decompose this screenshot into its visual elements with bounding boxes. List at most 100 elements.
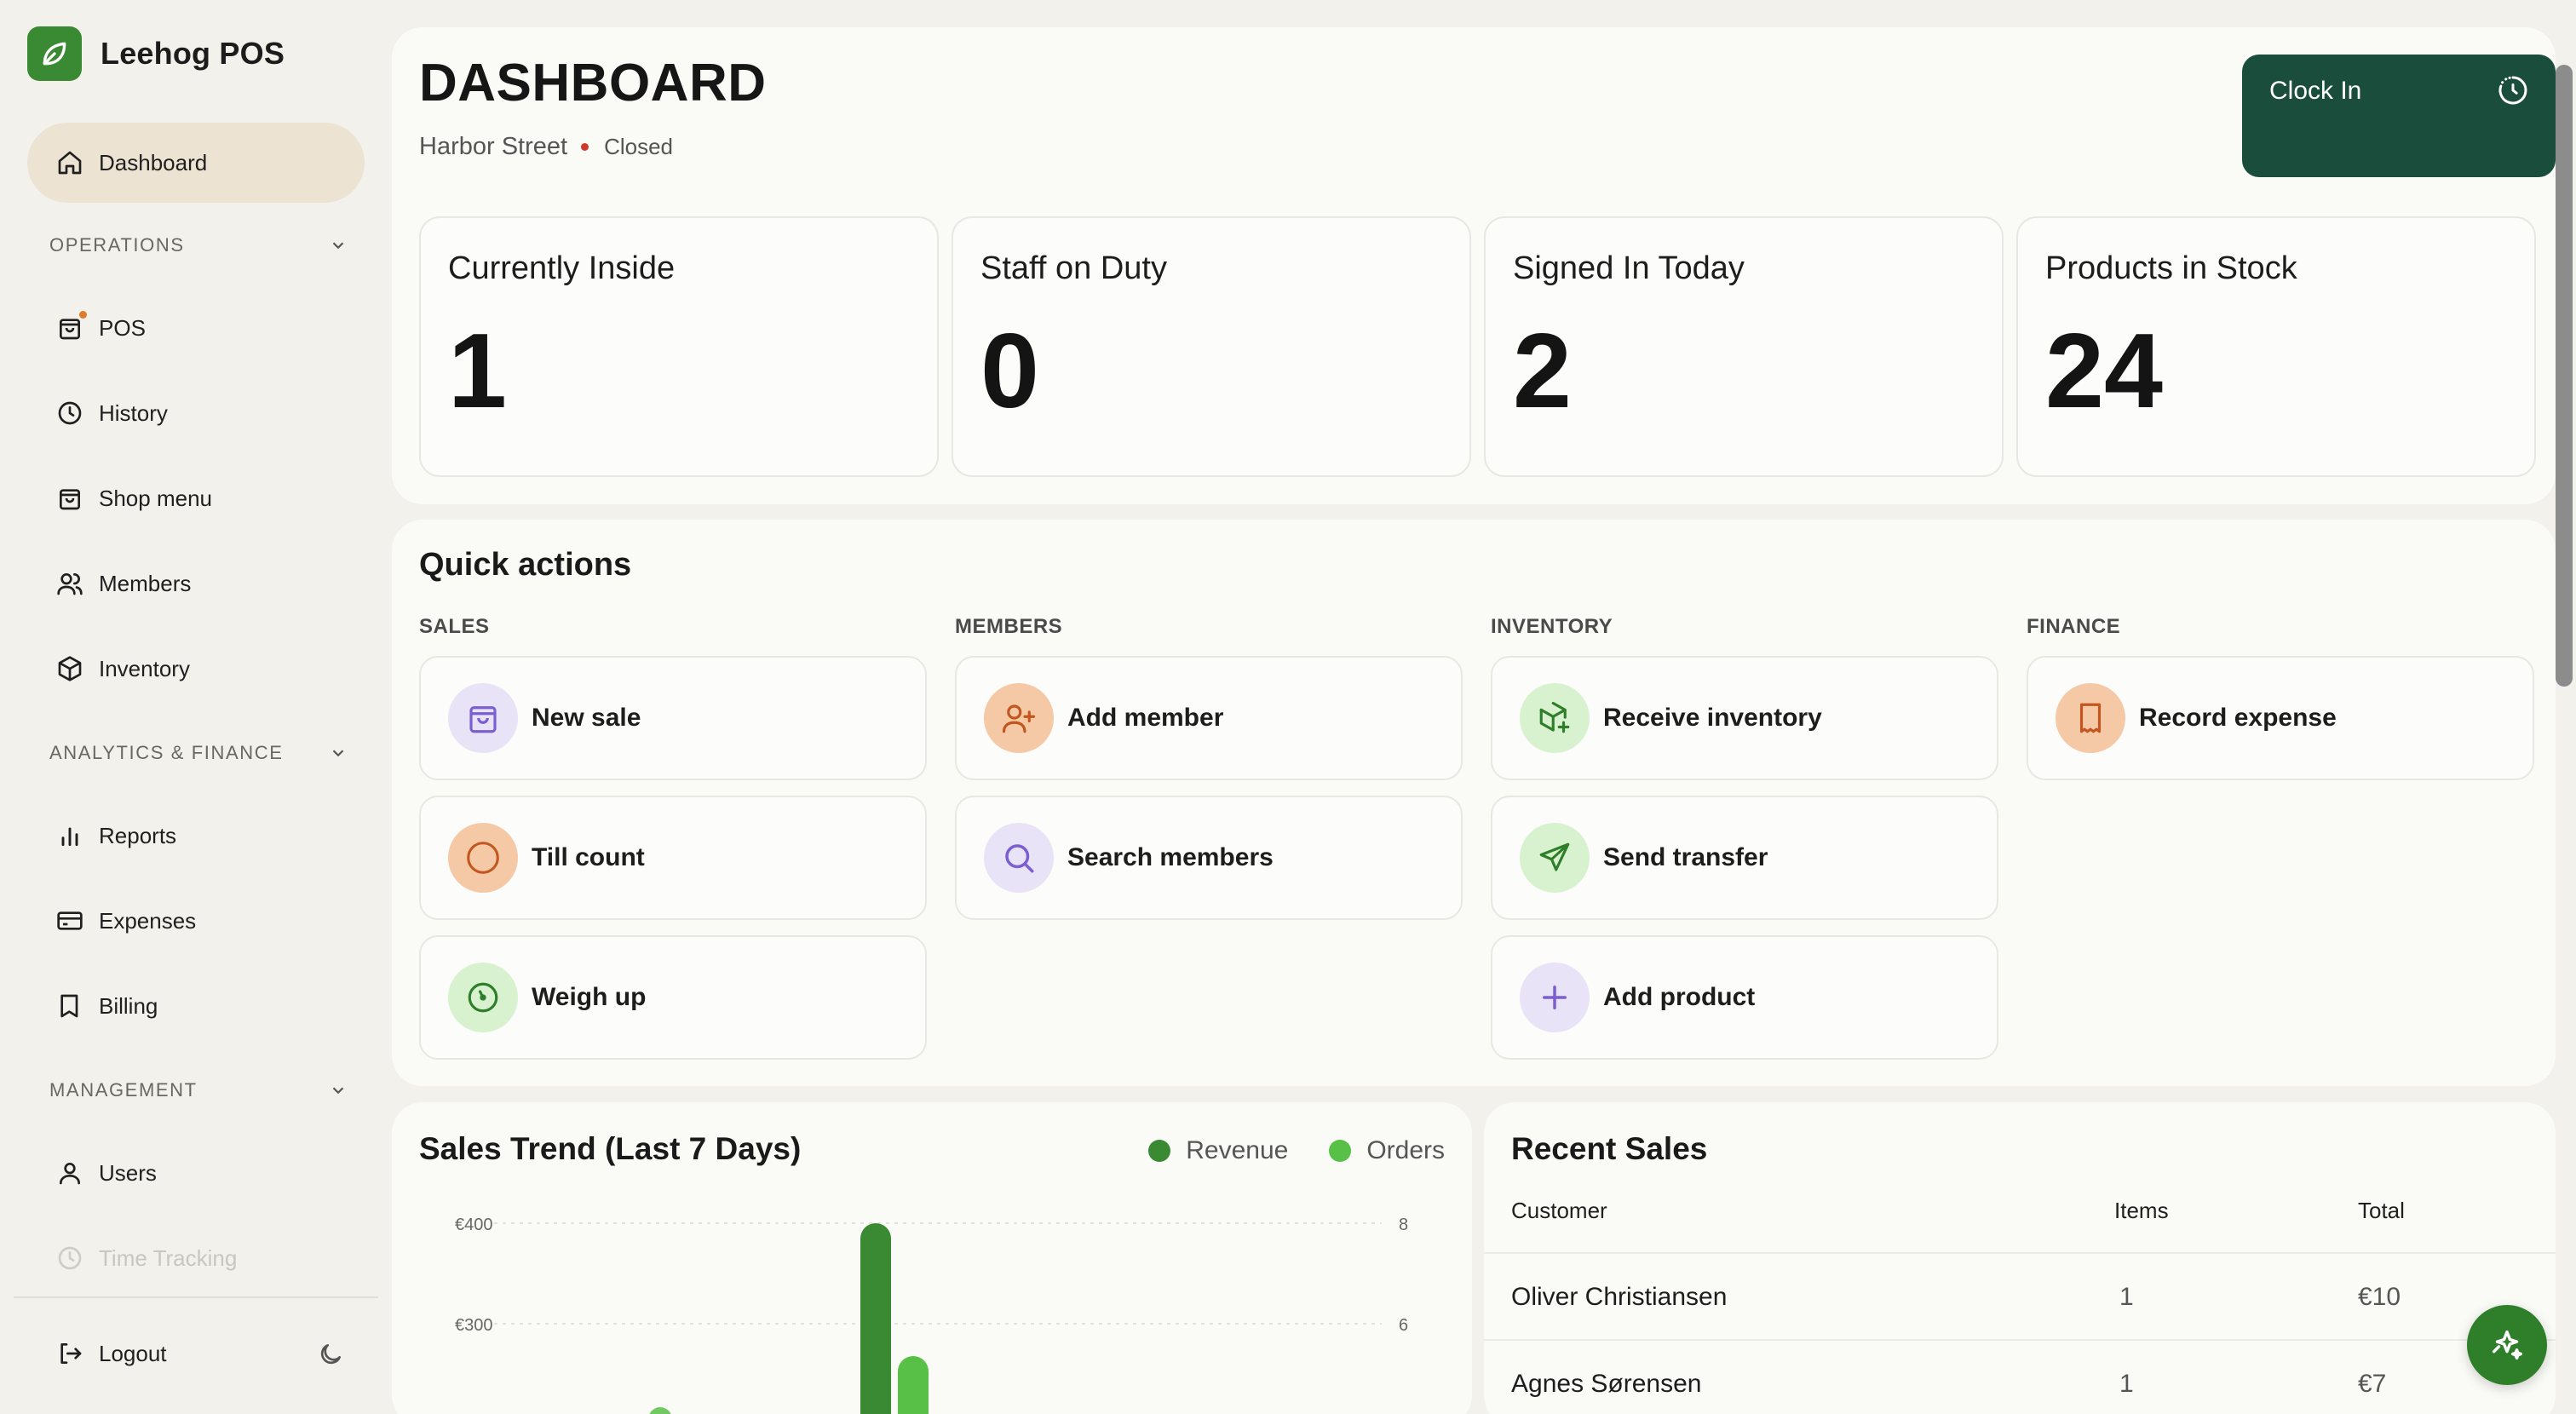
section-analytics-finance[interactable]: ANALYTICS & FINANCE: [49, 736, 348, 770]
sidebar-item-users[interactable]: Users: [27, 1133, 365, 1213]
credit-card-icon: [56, 907, 83, 934]
section-label: MANAGEMENT: [49, 1079, 198, 1101]
logout-button[interactable]: Logout: [27, 1313, 351, 1394]
stat-card-products-in-stock: Products in Stock 24: [2016, 216, 2536, 477]
button-label: New sale: [532, 704, 641, 732]
plus-icon: [1520, 963, 1590, 1032]
legend-item-revenue[interactable]: Revenue: [1148, 1136, 1288, 1165]
legend-label: Revenue: [1186, 1136, 1289, 1164]
stat-value: 24: [2045, 313, 2163, 430]
stat-value: 2: [1513, 313, 1572, 430]
moon-icon[interactable]: [317, 1341, 344, 1368]
brand-name: Leehog POS: [101, 36, 285, 71]
recent-sales-title: Recent Sales: [1511, 1131, 1708, 1166]
add-product-button[interactable]: Add product: [1491, 935, 1998, 1060]
row-divider: [1484, 1252, 2556, 1254]
sidebar-item-time-tracking[interactable]: Time Tracking: [27, 1218, 365, 1298]
send-transfer-button[interactable]: Send transfer: [1491, 796, 1998, 920]
sidebar-item-label: Members: [99, 570, 192, 596]
column-head-sales: SALES: [419, 615, 490, 638]
quick-actions: Quick actions SALES MEMBERS INVENTORY FI…: [392, 520, 2556, 1086]
brand[interactable]: Leehog POS: [27, 26, 285, 82]
logout-icon: [56, 1340, 83, 1367]
bag-icon: [448, 683, 518, 753]
till-count-button[interactable]: Till count: [419, 796, 927, 920]
sidebar-item-billing[interactable]: Billing: [27, 966, 365, 1046]
button-label: Add member: [1067, 704, 1224, 732]
chevron-down-icon: [329, 1081, 348, 1100]
bag-icon: [56, 485, 83, 512]
sidebar-item-members[interactable]: Members: [27, 543, 365, 624]
notification-dot: [79, 311, 87, 319]
column-head-finance: FINANCE: [2027, 615, 2121, 638]
column-header-items: Items: [2114, 1198, 2169, 1223]
column-head-inventory: INVENTORY: [1491, 615, 1613, 638]
button-label: Add product: [1603, 983, 1756, 1011]
legend-item-orders[interactable]: Orders: [1329, 1136, 1445, 1165]
stat-label: Signed In Today: [1513, 250, 1745, 286]
y-tick-left: €300: [455, 1316, 493, 1335]
sidebar-item-label: Dashboard: [99, 149, 208, 175]
button-label: Weigh up: [532, 983, 647, 1011]
sidebar-item-expenses[interactable]: Expenses: [27, 881, 365, 961]
clock-icon: [56, 1244, 83, 1272]
sidebar-item-shop-menu[interactable]: Shop menu: [27, 458, 365, 538]
sidebar-divider: [14, 1296, 378, 1298]
sidebar-item-pos[interactable]: POS: [27, 288, 365, 368]
stat-value: 1: [448, 313, 507, 430]
cell-total: €7: [2358, 1370, 2387, 1398]
page-scrollbar[interactable]: [2556, 65, 2573, 687]
sidebar-item-inventory[interactable]: Inventory: [27, 629, 365, 709]
cell-customer: Agnes Sørensen: [1511, 1370, 1702, 1398]
send-icon: [1520, 823, 1590, 893]
add-member-button[interactable]: Add member: [955, 656, 1463, 780]
leaf-icon: [27, 26, 82, 81]
users-icon: [56, 570, 83, 597]
package-plus-icon: [1520, 683, 1590, 753]
column-header-total: Total: [2358, 1198, 2405, 1223]
y-tick-right: 8: [1399, 1216, 1408, 1234]
home-icon: [56, 149, 83, 176]
receive-inventory-button[interactable]: Receive inventory: [1491, 656, 1998, 780]
weigh-up-button[interactable]: Weigh up: [419, 935, 927, 1060]
new-sale-button[interactable]: New sale: [419, 656, 927, 780]
stat-label: Staff on Duty: [980, 250, 1167, 286]
bar-chart-icon: [56, 822, 83, 849]
stat-label: Products in Stock: [2045, 250, 2297, 286]
location-status: Harbor Street Closed: [419, 133, 673, 161]
clock-in-button[interactable]: Clock In: [2242, 55, 2556, 177]
circle-icon: [448, 823, 518, 893]
gauge-icon: [448, 963, 518, 1032]
sidebar-item-dashboard[interactable]: Dashboard: [27, 123, 365, 203]
record-expense-button[interactable]: Record expense: [2027, 656, 2534, 780]
clock-dashed-icon: [2496, 73, 2530, 107]
logout-label: Logout: [99, 1340, 167, 1366]
column-header-customer: Customer: [1511, 1198, 1607, 1223]
section-operations[interactable]: OPERATIONS: [49, 228, 348, 262]
ai-assistant-button[interactable]: [2467, 1305, 2547, 1385]
chart-title: Sales Trend (Last 7 Days): [419, 1131, 802, 1166]
button-label: Send transfer: [1603, 843, 1768, 871]
stat-label: Currently Inside: [448, 250, 676, 286]
sidebar-item-label: Shop menu: [99, 485, 212, 511]
sidebar-item-history[interactable]: History: [27, 373, 365, 453]
cell-customer: Oliver Christiansen: [1511, 1283, 1728, 1311]
sales-trend-card: Sales Trend (Last 7 Days) Revenue Orders…: [392, 1102, 1472, 1414]
search-members-button[interactable]: Search members: [955, 796, 1463, 920]
box-icon: [56, 655, 83, 682]
section-management[interactable]: MANAGEMENT: [49, 1073, 348, 1107]
dashboard-header: DASHBOARD Harbor Street Closed Clock In …: [392, 27, 2556, 504]
bar-orders[interactable]: [898, 1356, 929, 1414]
chart-legend: Revenue Orders: [1107, 1136, 1445, 1165]
user-icon: [56, 1159, 83, 1187]
bar-revenue[interactable]: [860, 1223, 891, 1414]
sidebar-item-label: Users: [99, 1159, 157, 1186]
sparkles-icon: [2487, 1325, 2527, 1365]
bar-top-partial[interactable]: [648, 1407, 672, 1414]
section-label: ANALYTICS & FINANCE: [49, 742, 284, 763]
search-icon: [984, 823, 1054, 893]
location-name: Harbor Street: [419, 133, 568, 160]
chevron-down-icon: [329, 236, 348, 255]
sidebar-item-reports[interactable]: Reports: [27, 796, 365, 876]
status-badge: Closed: [604, 134, 674, 159]
